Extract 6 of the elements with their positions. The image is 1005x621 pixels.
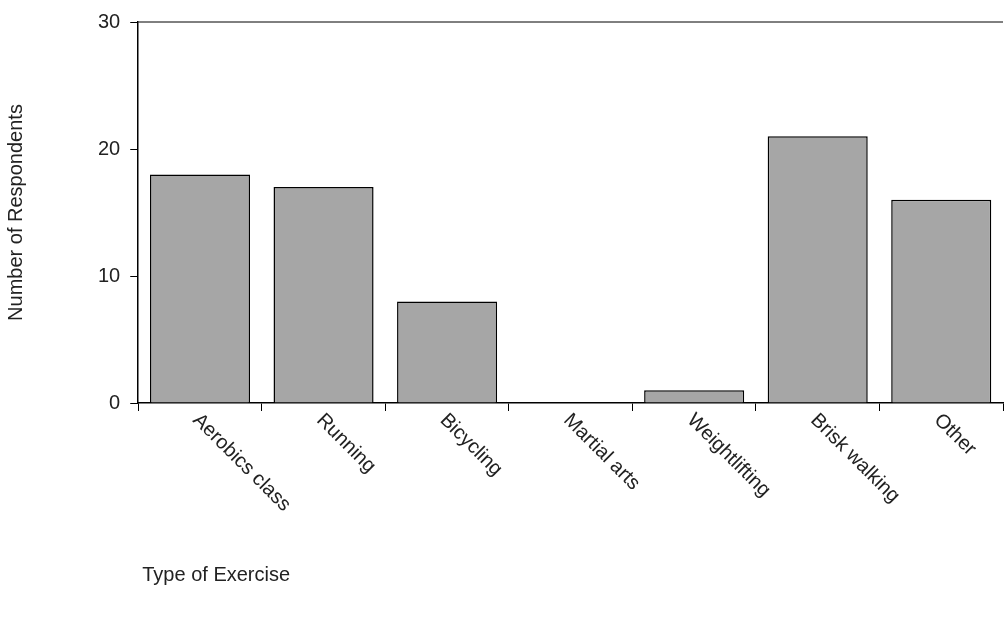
y-tick-label: 20 xyxy=(98,136,121,159)
y-tick-label: 10 xyxy=(98,263,121,286)
x-axis-title: Type of Exercise xyxy=(142,562,291,585)
y-axis-title: Number of Respondents xyxy=(3,104,26,321)
y-tick-label: 0 xyxy=(109,390,121,413)
y-tick-label: 30 xyxy=(98,9,121,32)
